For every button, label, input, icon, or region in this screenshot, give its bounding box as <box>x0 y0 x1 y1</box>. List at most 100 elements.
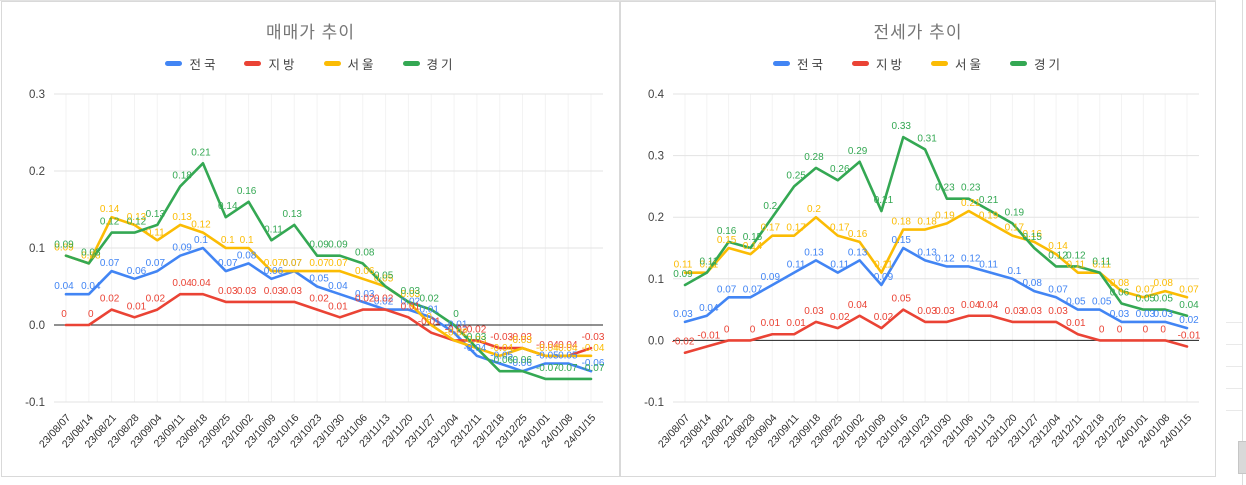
svg-text:0.3: 0.3 <box>648 151 664 163</box>
svg-text:0.07: 0.07 <box>309 258 329 269</box>
svg-text:0.1: 0.1 <box>1007 266 1021 277</box>
svg-text:0.04: 0.04 <box>961 300 981 311</box>
row-gridline-stub <box>1226 322 1243 323</box>
svg-text:-0.05: -0.05 <box>536 351 559 362</box>
svg-text:-0.04: -0.04 <box>536 343 559 354</box>
svg-text:0.06: 0.06 <box>355 266 375 277</box>
svg-text:-0.05: -0.05 <box>490 351 513 362</box>
svg-text:0.02: 0.02 <box>355 294 375 305</box>
legend-swatch-icon <box>931 61 948 66</box>
svg-text:0.17: 0.17 <box>786 223 806 234</box>
svg-text:0.02: 0.02 <box>309 294 329 305</box>
svg-text:0.06: 0.06 <box>264 266 284 277</box>
legend-item-seoul[interactable]: 서울 <box>323 54 377 73</box>
jeonse-price-chart-panel[interactable]: 전세가 추이 전국 지방 서울 경기 0.4 0.3 0.2 0.1 0.0 -0.1 23… <box>620 1 1216 477</box>
svg-text:0.13: 0.13 <box>172 212 192 223</box>
svg-text:0.18: 0.18 <box>917 217 937 228</box>
svg-text:0.04: 0.04 <box>54 281 74 292</box>
svg-text:-0.07: -0.07 <box>555 363 578 374</box>
legend-label: 전국 <box>796 58 826 72</box>
legend-swatch-icon <box>402 61 420 66</box>
legend-item-gyeonggi[interactable]: 경기 <box>1010 54 1063 73</box>
svg-text:0.02: 0.02 <box>374 297 394 308</box>
svg-text:0.12: 0.12 <box>961 253 981 264</box>
svg-text:0.0: 0.0 <box>29 320 45 332</box>
svg-text:0.03: 0.03 <box>917 306 937 317</box>
svg-text:0.02: 0.02 <box>1179 315 1199 326</box>
sheet-column-border <box>1242 0 1243 485</box>
svg-text:0: 0 <box>1143 324 1149 335</box>
svg-text:0.02: 0.02 <box>100 294 120 305</box>
svg-text:0.03: 0.03 <box>1153 309 1173 320</box>
svg-text:0: 0 <box>1160 324 1166 335</box>
scrollbar-thumb[interactable] <box>1238 441 1246 474</box>
sale-price-line-chart[interactable]: 0.30.20.10.0-0.123/08/0723/08/1423/08/21… <box>2 76 619 476</box>
legend-swatch-icon <box>1010 61 1028 66</box>
legend-item-nationwide[interactable]: 전국 <box>165 54 218 73</box>
svg-text:0.08: 0.08 <box>237 250 257 261</box>
svg-text:0.19: 0.19 <box>935 210 955 221</box>
svg-text:0.07: 0.07 <box>264 258 284 269</box>
jeonse-price-line-chart[interactable]: 0.40.30.20.10.0-0.123/08/0723/08/1423/08… <box>621 76 1215 476</box>
svg-text:0.01: 0.01 <box>1066 318 1086 329</box>
legend-label: 지방 <box>268 58 298 72</box>
svg-text:0.07: 0.07 <box>100 258 120 269</box>
svg-text:0.02: 0.02 <box>374 294 394 305</box>
svg-text:0.4: 0.4 <box>648 89 665 101</box>
svg-text:0.19: 0.19 <box>979 210 999 221</box>
svg-text:0.12: 0.12 <box>127 217 147 228</box>
legend-item-nationwide[interactable]: 전국 <box>772 54 826 73</box>
svg-text:0.11: 0.11 <box>787 260 806 271</box>
svg-text:-0.03: -0.03 <box>509 335 532 346</box>
svg-text:0.03: 0.03 <box>1110 309 1130 320</box>
chart-legend: 전국 지방 서울 경기 <box>621 54 1215 73</box>
svg-text:-0.04: -0.04 <box>463 343 486 354</box>
svg-text:0.11: 0.11 <box>699 260 718 271</box>
svg-text:-0.04: -0.04 <box>555 340 578 351</box>
svg-text:0.13: 0.13 <box>804 247 824 258</box>
svg-text:0.11: 0.11 <box>674 260 693 271</box>
svg-text:-0.01: -0.01 <box>418 317 441 328</box>
legend-item-provinces[interactable]: 지방 <box>244 54 297 73</box>
svg-text:0.05: 0.05 <box>1153 294 1173 305</box>
svg-text:0.08: 0.08 <box>1022 278 1042 289</box>
svg-text:-0.03: -0.03 <box>490 332 513 343</box>
svg-text:0.03: 0.03 <box>673 309 693 320</box>
legend-item-provinces[interactable]: 지방 <box>851 54 905 73</box>
svg-text:0.09: 0.09 <box>761 272 781 283</box>
svg-text:0.0: 0.0 <box>648 335 664 347</box>
svg-text:0.07: 0.07 <box>1179 284 1199 295</box>
sale-price-chart-panel[interactable]: 매매가 추이 전국 지방 서울 경기 0.3 0.2 0.1 0.0 -0.1 23/08… <box>1 1 620 477</box>
legend-item-gyeonggi[interactable]: 경기 <box>402 54 456 73</box>
svg-text:0.04: 0.04 <box>191 278 211 289</box>
svg-text:0.05: 0.05 <box>1066 297 1086 308</box>
svg-text:0.05: 0.05 <box>1092 297 1112 308</box>
svg-text:-0.01: -0.01 <box>1178 331 1201 342</box>
legend-label: 경기 <box>1034 58 1064 72</box>
svg-text:0.11: 0.11 <box>1067 260 1086 271</box>
svg-text:0.05: 0.05 <box>374 274 394 285</box>
svg-text:0.03: 0.03 <box>804 306 824 317</box>
svg-text:0.21: 0.21 <box>191 147 211 158</box>
svg-text:0.14: 0.14 <box>743 241 763 252</box>
svg-text:0.03: 0.03 <box>1136 309 1156 320</box>
svg-text:0.18: 0.18 <box>172 170 192 181</box>
svg-text:-0.1: -0.1 <box>25 397 45 409</box>
svg-text:-0.03: -0.03 <box>582 332 605 343</box>
svg-text:0.06: 0.06 <box>1110 287 1130 298</box>
svg-text:0.12: 0.12 <box>1048 250 1068 261</box>
svg-text:0.08: 0.08 <box>1110 278 1130 289</box>
row-gridline-stub <box>1226 388 1243 389</box>
legend-item-seoul[interactable]: 서울 <box>931 54 984 73</box>
svg-text:0.07: 0.07 <box>328 258 348 269</box>
svg-text:0.05: 0.05 <box>309 274 329 285</box>
svg-text:0.11: 0.11 <box>146 227 165 238</box>
svg-text:0.11: 0.11 <box>1092 260 1111 271</box>
svg-text:-0.03: -0.03 <box>463 332 486 343</box>
svg-text:0.02: 0.02 <box>874 312 894 323</box>
svg-text:0.07: 0.07 <box>1048 284 1068 295</box>
svg-text:0.06: 0.06 <box>127 266 147 277</box>
svg-text:0.03: 0.03 <box>237 286 257 297</box>
svg-text:0.13: 0.13 <box>146 209 166 220</box>
chart-title: 전세가 추이 <box>873 23 963 42</box>
